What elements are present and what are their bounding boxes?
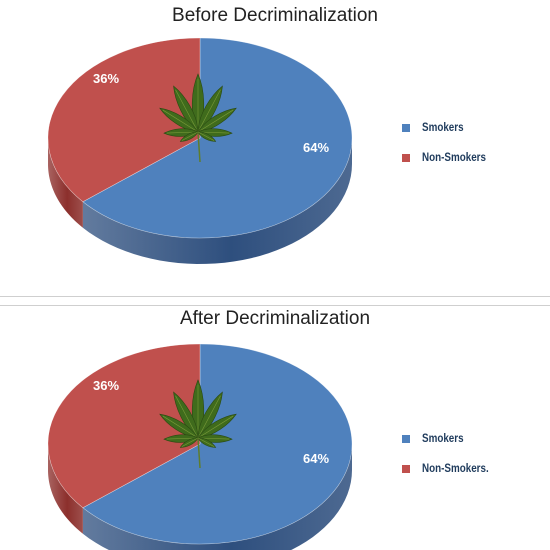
cannabis-leaf-icon <box>159 379 237 469</box>
data-label-non-smokers: 36% <box>93 378 119 393</box>
data-label-non-smokers: 36% <box>93 71 119 86</box>
legend-swatch-non-smokers <box>402 154 410 162</box>
pie-chart-before: 64% 36% <box>47 37 353 264</box>
legend-swatch-smokers <box>402 124 410 132</box>
pie-chart-after: 64% 36% <box>47 343 353 550</box>
legend-label: Smokers <box>422 120 464 134</box>
legend-swatch-non-smokers <box>402 465 410 473</box>
data-label-smokers: 64% <box>303 451 329 466</box>
legend-swatch-smokers <box>402 435 410 443</box>
slice-non-smokers <box>47 343 201 509</box>
slice-smokers <box>82 343 353 545</box>
chart-title: After Decriminalization <box>179 308 371 329</box>
legend-label: Non-Smokers. <box>422 461 489 475</box>
slice-smokers <box>82 37 353 239</box>
legend-label: Non-Smokers <box>422 150 486 164</box>
legend-label: Smokers <box>422 431 464 445</box>
slice-side-non-smokers <box>48 444 83 534</box>
chart-panel-after: After Decriminalization 64% 36% Smokers N… <box>0 306 550 550</box>
chart-panel-before: Before Decriminalization 64% 36% Smokers … <box>47 5 486 264</box>
slice-non-smokers <box>47 37 201 203</box>
slice-side-non-smokers <box>48 138 83 228</box>
cannabis-leaf-icon <box>159 73 237 163</box>
data-label-smokers: 64% <box>303 140 329 155</box>
divider <box>0 296 550 306</box>
chart-title: Before Decriminalization <box>172 5 378 26</box>
slice-side-smokers <box>82 444 352 550</box>
